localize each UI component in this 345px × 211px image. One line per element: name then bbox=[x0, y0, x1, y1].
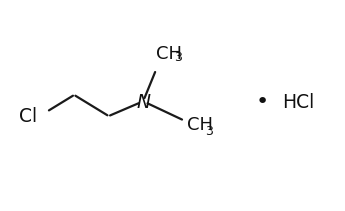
Text: •: • bbox=[256, 92, 269, 112]
Text: HCl: HCl bbox=[282, 93, 315, 112]
Text: Cl: Cl bbox=[19, 107, 37, 126]
Text: 3: 3 bbox=[174, 51, 182, 64]
Text: N: N bbox=[136, 93, 150, 112]
Text: 3: 3 bbox=[205, 125, 213, 138]
Text: CH: CH bbox=[156, 45, 182, 63]
Text: CH: CH bbox=[187, 116, 213, 134]
